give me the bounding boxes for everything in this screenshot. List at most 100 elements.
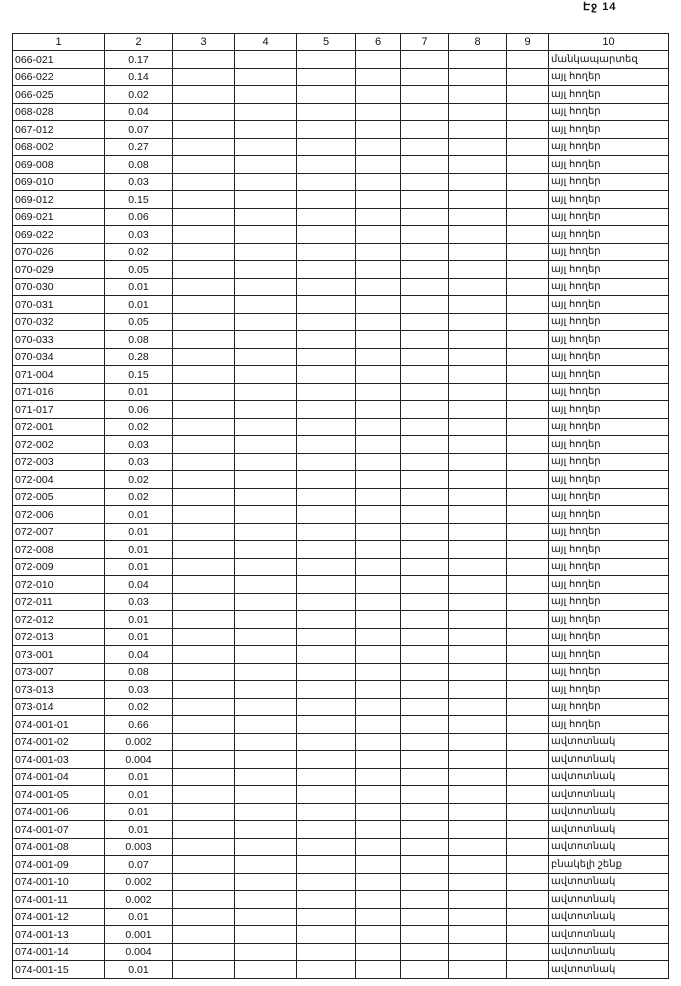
land-type-cell: այլ հողեր [548,522,669,541]
land-type-cell: այլ հողեր [548,592,669,611]
table-row: 074-001-08 0.003 ավտոտնակ [12,837,669,856]
empty-cell [506,767,549,786]
empty-cell [400,680,449,699]
empty-cell [296,785,356,804]
parcel-id-cell: 074-001-14 [12,942,105,961]
empty-cell [296,470,356,489]
empty-cell [506,487,549,506]
empty-cell [296,750,356,769]
empty-cell [172,592,235,611]
header-cell: 3 [172,33,235,51]
empty-cell [234,435,297,454]
empty-cell [172,172,235,191]
parcel-id-cell: 069-021 [12,207,105,226]
empty-cell [400,925,449,944]
empty-cell [355,662,401,681]
empty-cell [400,575,449,594]
table-row: 071-016 0.01 այլ հողեր [12,382,669,401]
empty-cell [506,785,549,804]
area-cell: 0.05 [104,312,173,331]
empty-cell [234,960,297,979]
area-cell: 0.05 [104,260,173,279]
empty-cell [400,137,449,156]
empty-cell [400,662,449,681]
empty-cell [234,540,297,559]
empty-cell [234,715,297,734]
empty-cell [506,435,549,454]
empty-cell [400,382,449,401]
land-type-cell: այլ հողեր [548,330,669,349]
empty-cell [296,662,356,681]
land-type-cell: այլ հողեր [548,400,669,419]
table-row: 074-001-15 0.01 ավտոտնակ [12,960,669,979]
table-row: 074-001-04 0.01 ավտոտնակ [12,767,669,786]
parcel-id-cell: 072-003 [12,452,105,471]
empty-cell [355,312,401,331]
empty-cell [355,960,401,979]
area-cell: 0.08 [104,155,173,174]
empty-cell [506,260,549,279]
empty-cell [234,820,297,839]
table-row: 074-001-09 0.07 բնակելի շենք [12,855,669,874]
parcel-id-cell: 069-012 [12,190,105,209]
empty-cell [400,470,449,489]
empty-cell [506,225,549,244]
empty-cell [506,155,549,174]
empty-cell [400,417,449,436]
empty-cell [234,872,297,891]
empty-cell [448,347,507,366]
empty-cell [234,557,297,576]
land-type-cell: այլ հողեր [548,120,669,139]
parcel-id-cell: 074-001-04 [12,767,105,786]
empty-cell [355,155,401,174]
land-type-cell: ավտոտնակ [548,750,669,769]
empty-cell [355,67,401,86]
parcel-id-cell: 074-001-07 [12,820,105,839]
empty-cell [355,645,401,664]
land-register-table: 1 2 3 4 5 6 7 8 9 10 066-021 0.17 մանկապար… [12,33,669,979]
table-row: 073-013 0.03 այլ հողեր [12,680,669,699]
area-cell: 0.01 [104,767,173,786]
empty-cell [355,242,401,261]
empty-cell [400,960,449,979]
empty-cell [355,575,401,594]
empty-cell [506,715,549,734]
parcel-id-cell: 072-001 [12,417,105,436]
empty-cell [234,802,297,821]
empty-cell [448,85,507,104]
empty-cell [172,417,235,436]
parcel-id-cell: 072-011 [12,592,105,611]
empty-cell [234,382,297,401]
land-type-cell: այլ հողեր [548,312,669,331]
empty-cell [172,925,235,944]
land-type-cell: այլ հողեր [548,242,669,261]
empty-cell [172,312,235,331]
land-type-cell: այլ հողեր [548,260,669,279]
empty-cell [506,540,549,559]
empty-cell [400,85,449,104]
empty-cell [355,750,401,769]
table-row: 070-031 0.01 այլ հողեր [12,295,669,314]
empty-cell [296,890,356,909]
parcel-id-cell: 074-001-02 [12,732,105,751]
empty-cell [355,890,401,909]
table-row: 072-006 0.01 այլ հողեր [12,505,669,524]
parcel-id-cell: 073-007 [12,662,105,681]
empty-cell [448,575,507,594]
empty-cell [296,487,356,506]
empty-cell [400,627,449,646]
parcel-id-cell: 072-010 [12,575,105,594]
empty-cell [296,960,356,979]
empty-cell [506,750,549,769]
table-row: 072-001 0.02 այլ հողեր [12,417,669,436]
header-cell: 4 [234,33,297,51]
empty-cell [506,820,549,839]
land-type-cell: այլ հողեր [548,347,669,366]
land-type-cell: այլ հողեր [548,190,669,209]
empty-cell [172,85,235,104]
table-row: 072-008 0.01 այլ հողեր [12,540,669,559]
area-cell: 0.03 [104,225,173,244]
empty-cell [448,907,507,926]
empty-cell [448,837,507,856]
land-type-cell: այլ հողեր [548,137,669,156]
